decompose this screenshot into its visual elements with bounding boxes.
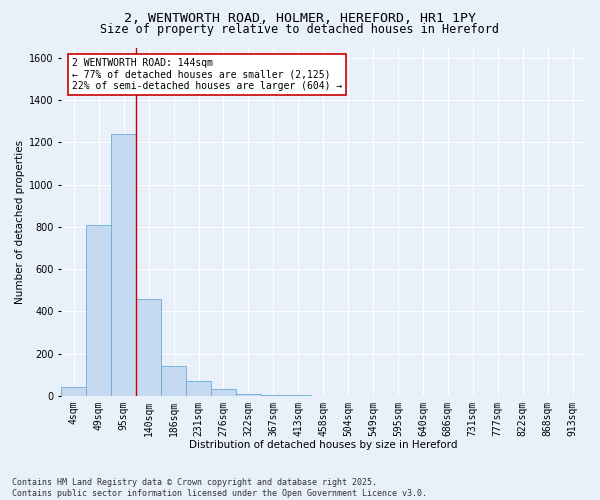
Bar xyxy=(236,394,261,396)
Bar xyxy=(211,390,236,396)
Bar xyxy=(261,394,286,396)
Bar xyxy=(186,381,211,396)
Text: Contains HM Land Registry data © Crown copyright and database right 2025.
Contai: Contains HM Land Registry data © Crown c… xyxy=(12,478,427,498)
Bar xyxy=(136,298,161,396)
X-axis label: Distribution of detached houses by size in Hereford: Distribution of detached houses by size … xyxy=(189,440,457,450)
Bar xyxy=(86,225,111,396)
Y-axis label: Number of detached properties: Number of detached properties xyxy=(15,140,25,304)
Bar xyxy=(61,388,86,396)
Bar xyxy=(111,134,136,396)
Bar xyxy=(161,366,186,396)
Text: Size of property relative to detached houses in Hereford: Size of property relative to detached ho… xyxy=(101,22,499,36)
Text: 2, WENTWORTH ROAD, HOLMER, HEREFORD, HR1 1PY: 2, WENTWORTH ROAD, HOLMER, HEREFORD, HR1… xyxy=(124,12,476,26)
Text: 2 WENTWORTH ROAD: 144sqm
← 77% of detached houses are smaller (2,125)
22% of sem: 2 WENTWORTH ROAD: 144sqm ← 77% of detach… xyxy=(72,58,342,91)
